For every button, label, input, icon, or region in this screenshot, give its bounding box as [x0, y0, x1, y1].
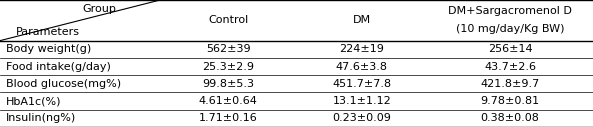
- Text: Parameters: Parameters: [16, 27, 80, 37]
- Text: 451.7±7.8: 451.7±7.8: [332, 79, 391, 89]
- Text: 47.6±3.8: 47.6±3.8: [336, 62, 388, 72]
- Text: 0.23±0.09: 0.23±0.09: [332, 113, 391, 123]
- Text: DM: DM: [353, 15, 371, 25]
- Text: 9.78±0.81: 9.78±0.81: [480, 96, 540, 106]
- Text: Body weight(g): Body weight(g): [6, 44, 91, 54]
- Text: Group: Group: [82, 4, 116, 14]
- Text: HbA1c(%): HbA1c(%): [6, 96, 62, 106]
- Text: DM+Sargacromenol D: DM+Sargacromenol D: [448, 6, 572, 16]
- Text: Control: Control: [208, 15, 248, 25]
- Text: 0.38±0.08: 0.38±0.08: [480, 113, 540, 123]
- Text: Food intake(g/day): Food intake(g/day): [6, 62, 111, 72]
- Text: 1.71±0.16: 1.71±0.16: [199, 113, 258, 123]
- Text: 43.7±2.6: 43.7±2.6: [484, 62, 536, 72]
- Text: 421.8±9.7: 421.8±9.7: [480, 79, 540, 89]
- Text: 224±19: 224±19: [339, 44, 384, 54]
- Text: 256±14: 256±14: [487, 44, 533, 54]
- Text: 99.8±5.3: 99.8±5.3: [202, 79, 254, 89]
- Text: Blood glucose(mg%): Blood glucose(mg%): [6, 79, 121, 89]
- Text: 4.61±0.64: 4.61±0.64: [199, 96, 258, 106]
- Text: (10 mg/day/Kg BW): (10 mg/day/Kg BW): [456, 24, 564, 34]
- Text: 13.1±1.12: 13.1±1.12: [332, 96, 391, 106]
- Text: 562±39: 562±39: [206, 44, 251, 54]
- Text: Insulin(ng%): Insulin(ng%): [6, 113, 76, 123]
- Text: 25.3±2.9: 25.3±2.9: [202, 62, 254, 72]
